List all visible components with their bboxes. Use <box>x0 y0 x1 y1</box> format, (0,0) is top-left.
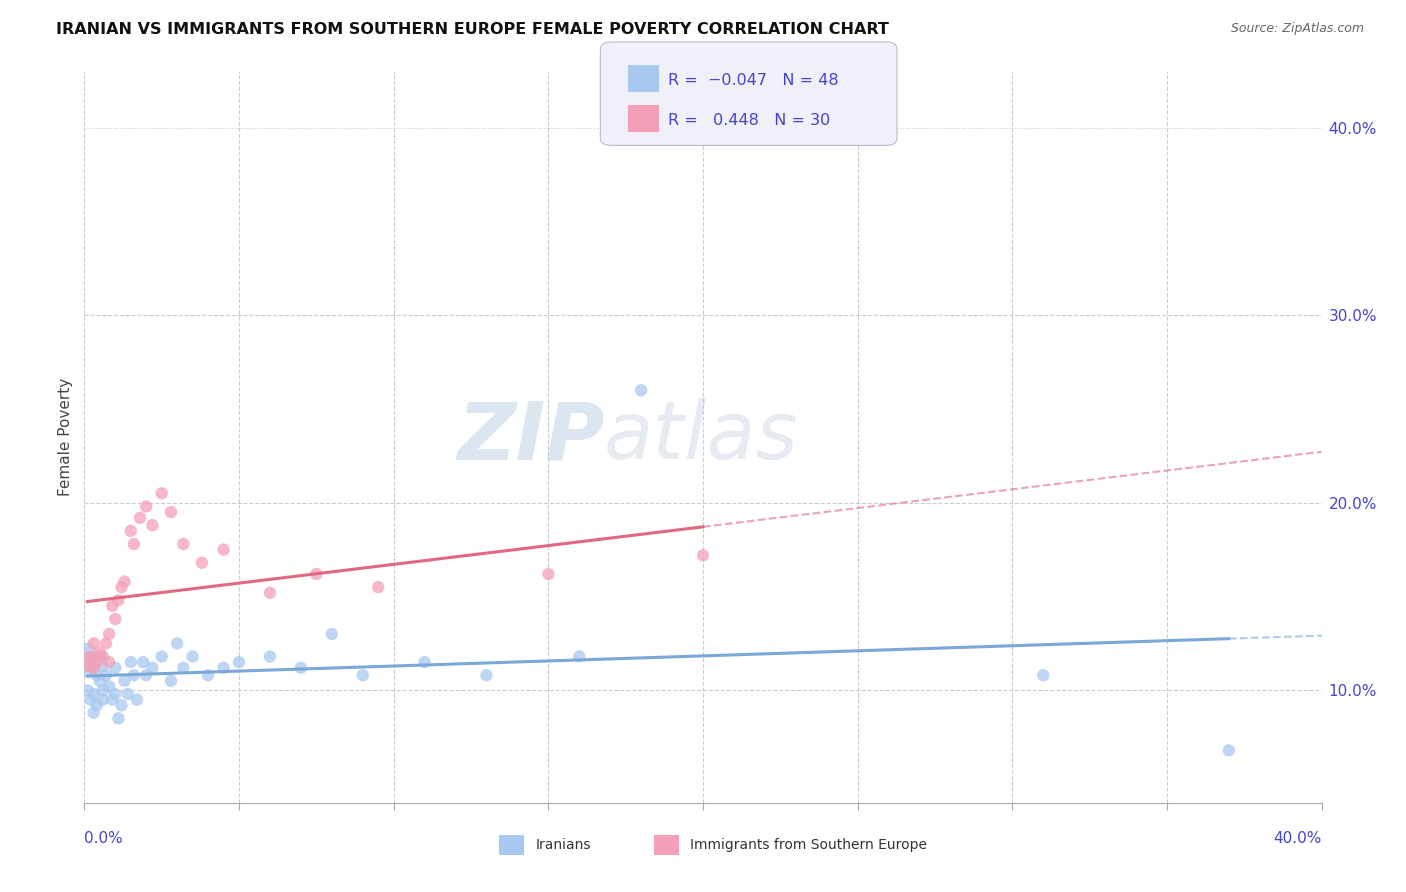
Point <box>305 566 328 581</box>
Point <box>110 698 132 713</box>
Point <box>1032 668 1054 682</box>
Point <box>1218 743 1240 757</box>
Point <box>107 593 129 607</box>
Point <box>367 580 389 594</box>
Point <box>114 673 136 688</box>
Point <box>98 655 121 669</box>
Point <box>150 649 173 664</box>
Point <box>98 680 121 694</box>
Text: Immigrants from Southern Europe: Immigrants from Southern Europe <box>690 838 928 852</box>
Point <box>122 668 145 682</box>
Text: Source: ZipAtlas.com: Source: ZipAtlas.com <box>1230 22 1364 36</box>
Point <box>321 627 343 641</box>
Point <box>101 692 124 706</box>
Y-axis label: Female Poverty: Female Poverty <box>58 378 73 496</box>
Point <box>692 548 714 562</box>
Point <box>89 673 111 688</box>
Point <box>107 711 129 725</box>
Point <box>259 586 281 600</box>
Text: IRANIAN VS IMMIGRANTS FROM SOUTHERN EUROPE FEMALE POVERTY CORRELATION CHART: IRANIAN VS IMMIGRANTS FROM SOUTHERN EURO… <box>56 22 889 37</box>
Point <box>76 683 98 698</box>
Point <box>212 542 235 557</box>
Point <box>91 692 114 706</box>
Point <box>104 687 127 701</box>
Point <box>172 661 194 675</box>
Point <box>197 668 219 682</box>
Text: Iranians: Iranians <box>536 838 591 852</box>
Point <box>86 698 108 713</box>
Text: R =   0.448   N = 30: R = 0.448 N = 30 <box>668 113 830 128</box>
Point <box>76 646 98 660</box>
Point <box>89 646 111 660</box>
Point <box>79 649 101 664</box>
Point <box>83 687 105 701</box>
Point <box>104 612 127 626</box>
Point <box>104 661 127 675</box>
Point <box>120 524 142 538</box>
Point <box>129 510 152 524</box>
Point <box>181 649 204 664</box>
Point <box>91 683 114 698</box>
Point <box>79 692 101 706</box>
Point <box>352 668 374 682</box>
Point <box>166 636 188 650</box>
Point <box>110 580 132 594</box>
Point <box>150 486 173 500</box>
Text: 0.0%: 0.0% <box>84 831 124 847</box>
Point <box>212 661 235 675</box>
Point <box>191 556 214 570</box>
Text: atlas: atlas <box>605 398 799 476</box>
Point <box>89 649 111 664</box>
Point <box>120 655 142 669</box>
Point <box>91 659 114 673</box>
Point <box>79 655 101 669</box>
Point <box>228 655 250 669</box>
Point <box>76 655 98 669</box>
Point <box>141 518 163 533</box>
Text: 40.0%: 40.0% <box>1274 831 1322 847</box>
Point <box>135 500 157 514</box>
Point <box>86 655 108 669</box>
Text: R =  −0.047   N = 48: R = −0.047 N = 48 <box>668 73 838 87</box>
Point <box>98 627 121 641</box>
Point <box>83 706 105 720</box>
Point <box>290 661 312 675</box>
Point <box>413 655 436 669</box>
Point <box>94 668 117 682</box>
Point <box>83 661 105 675</box>
Text: ZIP: ZIP <box>457 398 605 476</box>
Point <box>630 383 652 397</box>
Point <box>114 574 136 589</box>
Point <box>160 673 183 688</box>
Point <box>160 505 183 519</box>
Point <box>101 599 124 613</box>
Point <box>83 636 105 650</box>
Point <box>475 668 498 682</box>
Point <box>568 649 591 664</box>
Point <box>141 661 163 675</box>
Point <box>537 566 560 581</box>
Point <box>94 636 117 650</box>
Point <box>91 649 114 664</box>
Point <box>86 668 108 682</box>
Point <box>122 537 145 551</box>
Point <box>76 665 98 679</box>
Point <box>117 687 139 701</box>
Point <box>172 537 194 551</box>
Point <box>259 649 281 664</box>
Point <box>125 692 148 706</box>
Point <box>132 655 155 669</box>
Point <box>83 661 105 675</box>
Point <box>135 668 157 682</box>
